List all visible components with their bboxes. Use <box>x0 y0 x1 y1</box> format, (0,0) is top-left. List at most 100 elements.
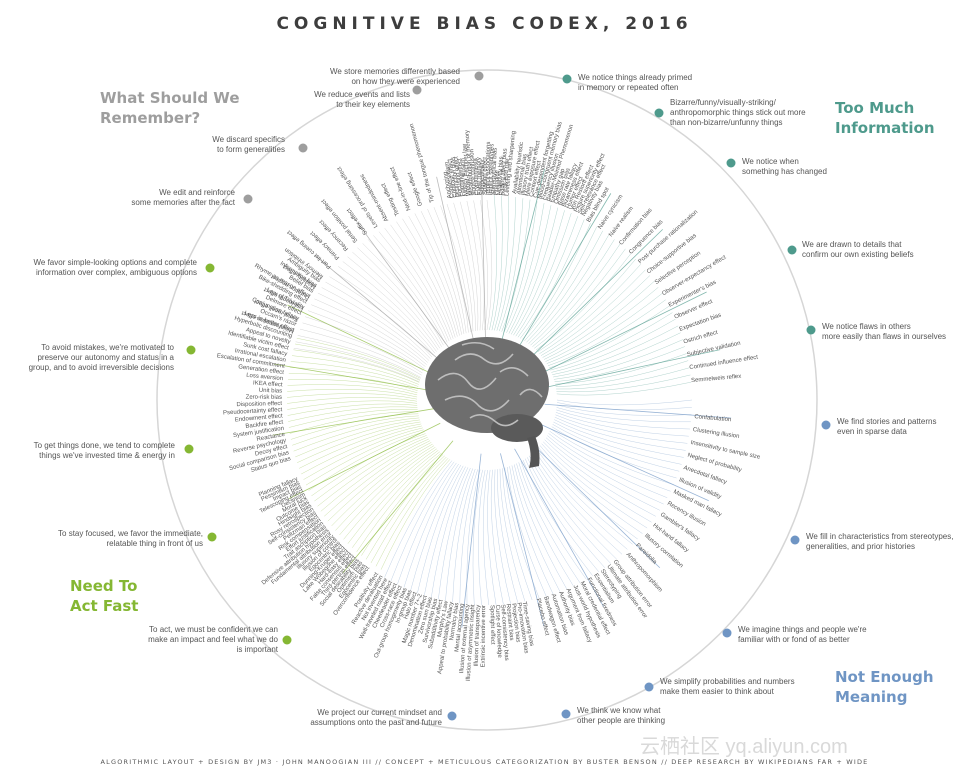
bias-label: Loss aversion <box>246 373 283 383</box>
bias-branch <box>287 384 418 396</box>
branch-line <box>528 229 663 360</box>
category-dot <box>186 345 196 355</box>
bias-branch <box>347 450 439 544</box>
bias-branch <box>403 463 459 588</box>
branch-line <box>314 254 447 367</box>
bias-branch <box>534 248 626 349</box>
branch-line <box>436 176 476 348</box>
category-label-line: Bizarre/funny/visually-striking/ <box>670 98 776 107</box>
bias-branch <box>296 338 421 379</box>
bias-branch <box>293 417 420 452</box>
category-label-line: relatable thing in front of us <box>106 539 203 548</box>
branch-line <box>515 193 612 352</box>
bias-branch <box>551 319 676 373</box>
bias-branch <box>288 373 418 391</box>
bias-branch <box>287 397 418 404</box>
bias-branch <box>552 424 680 472</box>
bias-label: Google effect <box>407 171 424 207</box>
category-dot <box>184 444 194 454</box>
bias-branch <box>494 469 511 604</box>
bias-label: IKEA effect <box>253 380 283 388</box>
bias-branch <box>473 200 485 331</box>
bias-branch <box>527 457 605 568</box>
bias-branch <box>506 203 545 333</box>
bias-branch <box>290 413 419 440</box>
category-label: We find stories and patterns even in spar… <box>837 417 969 437</box>
bias-branch <box>431 467 469 598</box>
bias-branch <box>556 381 692 396</box>
bias-label: False memory <box>476 157 483 195</box>
bias-branch <box>466 469 481 605</box>
bias-branch <box>538 447 638 540</box>
category-label-line: We favor simple-looking options and comp… <box>33 258 198 267</box>
category-label: We store memories differently based on ho… <box>280 67 460 87</box>
bias-branch <box>343 448 437 540</box>
bias-branch <box>288 406 418 422</box>
bias-label: Absent-mindedness <box>359 173 390 222</box>
category-label-line: things we've invested time & energy in <box>39 451 175 460</box>
category-dot <box>722 628 732 638</box>
bias-branch <box>491 195 503 331</box>
category-label-line: than non-bizarre/unfunny things <box>670 118 783 127</box>
bias-branch <box>325 281 431 359</box>
quadrant-label-line: Not Enough <box>835 668 934 686</box>
category-label-line: something has changed <box>742 167 827 176</box>
bias-branch <box>499 198 524 332</box>
category-label-line: We notice when <box>742 157 799 166</box>
watermark: 云栖社区 yq.aliyun.com <box>640 736 848 758</box>
bias-branch <box>545 437 660 511</box>
bias-label: Clustering illusion <box>692 427 739 440</box>
bias-branch <box>352 451 440 548</box>
bias-branch <box>556 404 692 416</box>
bias-branch <box>555 360 689 387</box>
category-label-line: We store memories differently based <box>330 67 460 76</box>
bias-label: Pseudocertainty effect <box>223 407 283 416</box>
bias-branch <box>295 341 421 380</box>
category-dot <box>726 158 736 168</box>
bias-branch <box>414 213 462 335</box>
bias-label: Peak-end rule <box>502 158 511 196</box>
brain-icon-part <box>444 395 510 412</box>
category-label-line: even in sparse data <box>837 427 907 436</box>
bias-branch <box>298 423 422 469</box>
bias-branch <box>331 443 433 527</box>
bias-branch <box>402 218 458 337</box>
bias-branch <box>480 200 488 331</box>
bias-label: Spotlight effect <box>489 605 496 645</box>
category-label: We imagine things and people we're famili… <box>738 625 918 645</box>
category-label-line: To stay focused, we favor the immediate, <box>58 529 203 538</box>
bias-label: Extrinsic incentive error <box>481 605 488 667</box>
bias-branch <box>517 216 578 338</box>
bias-branch <box>324 440 431 517</box>
bias-label: Semmelweis reflex <box>691 374 742 384</box>
category-label: We favor simple-looking options and comp… <box>17 258 198 278</box>
category-label-line: We imagine things and people we're <box>738 625 867 634</box>
bias-branch <box>339 447 436 536</box>
brain-icon-part <box>527 436 540 468</box>
branch-line <box>541 349 721 389</box>
bias-branch <box>333 271 434 356</box>
bias-label: Implicit associations <box>485 142 492 195</box>
branch-line <box>287 304 441 378</box>
bias-branch <box>452 468 476 603</box>
bias-branch <box>338 266 436 354</box>
bias-branch <box>543 441 652 523</box>
brain-icon-part <box>499 367 529 377</box>
category-label-line: to their key elements <box>336 100 410 109</box>
bias-branch <box>420 211 465 334</box>
bias-branch <box>296 421 421 463</box>
category-dot <box>447 711 457 721</box>
bias-label: Anthropomorphism <box>625 552 663 594</box>
bias-label: Suggestibility <box>479 160 486 195</box>
bias-branch <box>509 466 554 595</box>
category-dot <box>654 108 664 118</box>
category-label-line: We are drawn to details that <box>802 240 902 249</box>
quadrant-label-remember: What Should We Remember? <box>100 88 240 128</box>
category-label-line: anthropomorphic things stick out more <box>670 108 806 117</box>
bias-branch <box>297 335 421 378</box>
bias-branch <box>380 459 451 570</box>
category-label: We think we know what other people are th… <box>577 706 757 726</box>
branch-line <box>272 407 437 436</box>
bias-branch <box>556 399 693 406</box>
